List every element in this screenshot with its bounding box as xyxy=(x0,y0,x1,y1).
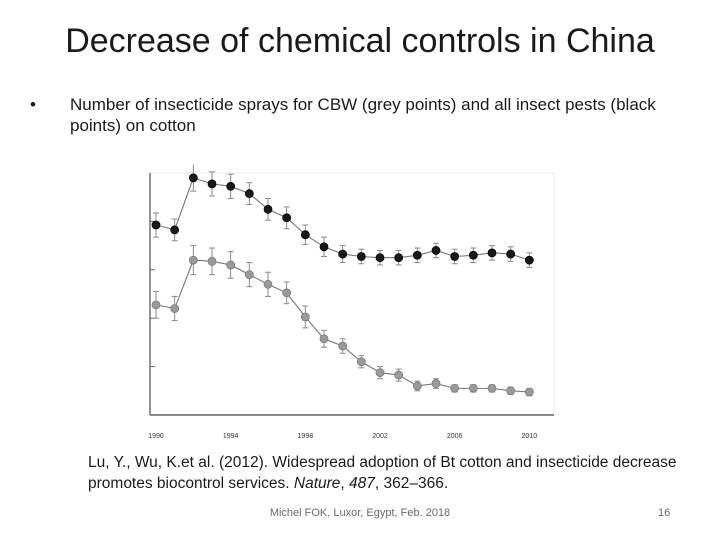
data-point xyxy=(263,204,273,214)
data-point xyxy=(207,179,217,189)
plot-frame xyxy=(149,172,555,416)
data-point xyxy=(338,249,348,259)
data-point xyxy=(170,225,180,235)
y-ticks xyxy=(150,220,155,368)
data-point xyxy=(524,255,534,265)
data-point xyxy=(151,300,161,310)
data-point xyxy=(394,253,404,263)
data-point xyxy=(170,304,180,313)
plot-border xyxy=(149,172,555,416)
data-point xyxy=(188,173,198,183)
data-point xyxy=(524,387,534,397)
data-point xyxy=(487,248,497,258)
data-point xyxy=(151,220,161,230)
data-point xyxy=(412,381,422,391)
x-tick-label: 2010 xyxy=(522,433,538,440)
data-point xyxy=(244,189,254,198)
data-point xyxy=(487,383,497,393)
slide-title: Decrease of chemical controls in China xyxy=(65,22,655,60)
series-all-pests xyxy=(151,164,534,268)
data-point xyxy=(412,250,422,260)
chart: 1990 1994 1998 2002 2006 2010 xyxy=(140,164,560,450)
footer: Michel FOK, Luxor, Egypt, Feb. 2018 xyxy=(269,507,451,519)
data-point xyxy=(356,357,366,367)
citation-volume: 487 xyxy=(349,475,375,492)
x-ticks: 1990 1994 1998 2002 2006 2010 xyxy=(148,433,537,440)
data-point xyxy=(450,252,460,261)
data-point xyxy=(319,334,329,344)
data-point xyxy=(226,260,236,270)
x-tick-label: 1990 xyxy=(148,433,164,440)
citation-journal: Nature xyxy=(293,475,341,492)
data-point xyxy=(282,213,292,223)
citation: Lu, Y., Wu, K.et al. (2012). Widespread … xyxy=(88,452,688,494)
data-point xyxy=(226,181,236,191)
series-cbw xyxy=(151,245,534,397)
data-point xyxy=(244,270,254,280)
data-point xyxy=(375,253,385,263)
data-point xyxy=(394,370,404,380)
data-point xyxy=(300,312,310,322)
data-point xyxy=(375,368,385,378)
data-point xyxy=(188,255,198,265)
slide-number: 16 xyxy=(658,507,671,519)
x-tick-label: 1998 xyxy=(298,433,314,440)
bullet-dot: • xyxy=(30,95,36,114)
citation-authors: Lu, Y., Wu, K.et al. (2012). Widespread … xyxy=(88,454,677,492)
citation-separator: , xyxy=(340,475,350,492)
series-layer xyxy=(151,164,534,397)
citation-pages: , 362–366. xyxy=(374,475,449,492)
data-point xyxy=(319,242,329,252)
data-point xyxy=(263,279,273,289)
data-point xyxy=(506,249,516,259)
data-point xyxy=(207,256,217,266)
data-point xyxy=(506,386,516,396)
data-point xyxy=(300,230,310,240)
data-point xyxy=(356,252,366,261)
data-point xyxy=(431,379,441,388)
data-point xyxy=(450,383,460,393)
data-point xyxy=(468,383,478,393)
x-tick-label: 2006 xyxy=(447,433,463,440)
bullet-text: Number of insecticide sprays for CBW (gr… xyxy=(70,95,656,135)
x-tick-label: 2002 xyxy=(372,433,388,440)
data-point xyxy=(282,288,292,298)
insecticide-sprays-chart: 1990 1994 1998 2002 2006 2010 xyxy=(148,164,555,440)
x-tick-label: 1994 xyxy=(223,433,239,440)
series-line xyxy=(155,259,530,393)
data-point xyxy=(468,250,478,260)
data-point xyxy=(338,341,348,351)
data-point xyxy=(431,246,441,255)
